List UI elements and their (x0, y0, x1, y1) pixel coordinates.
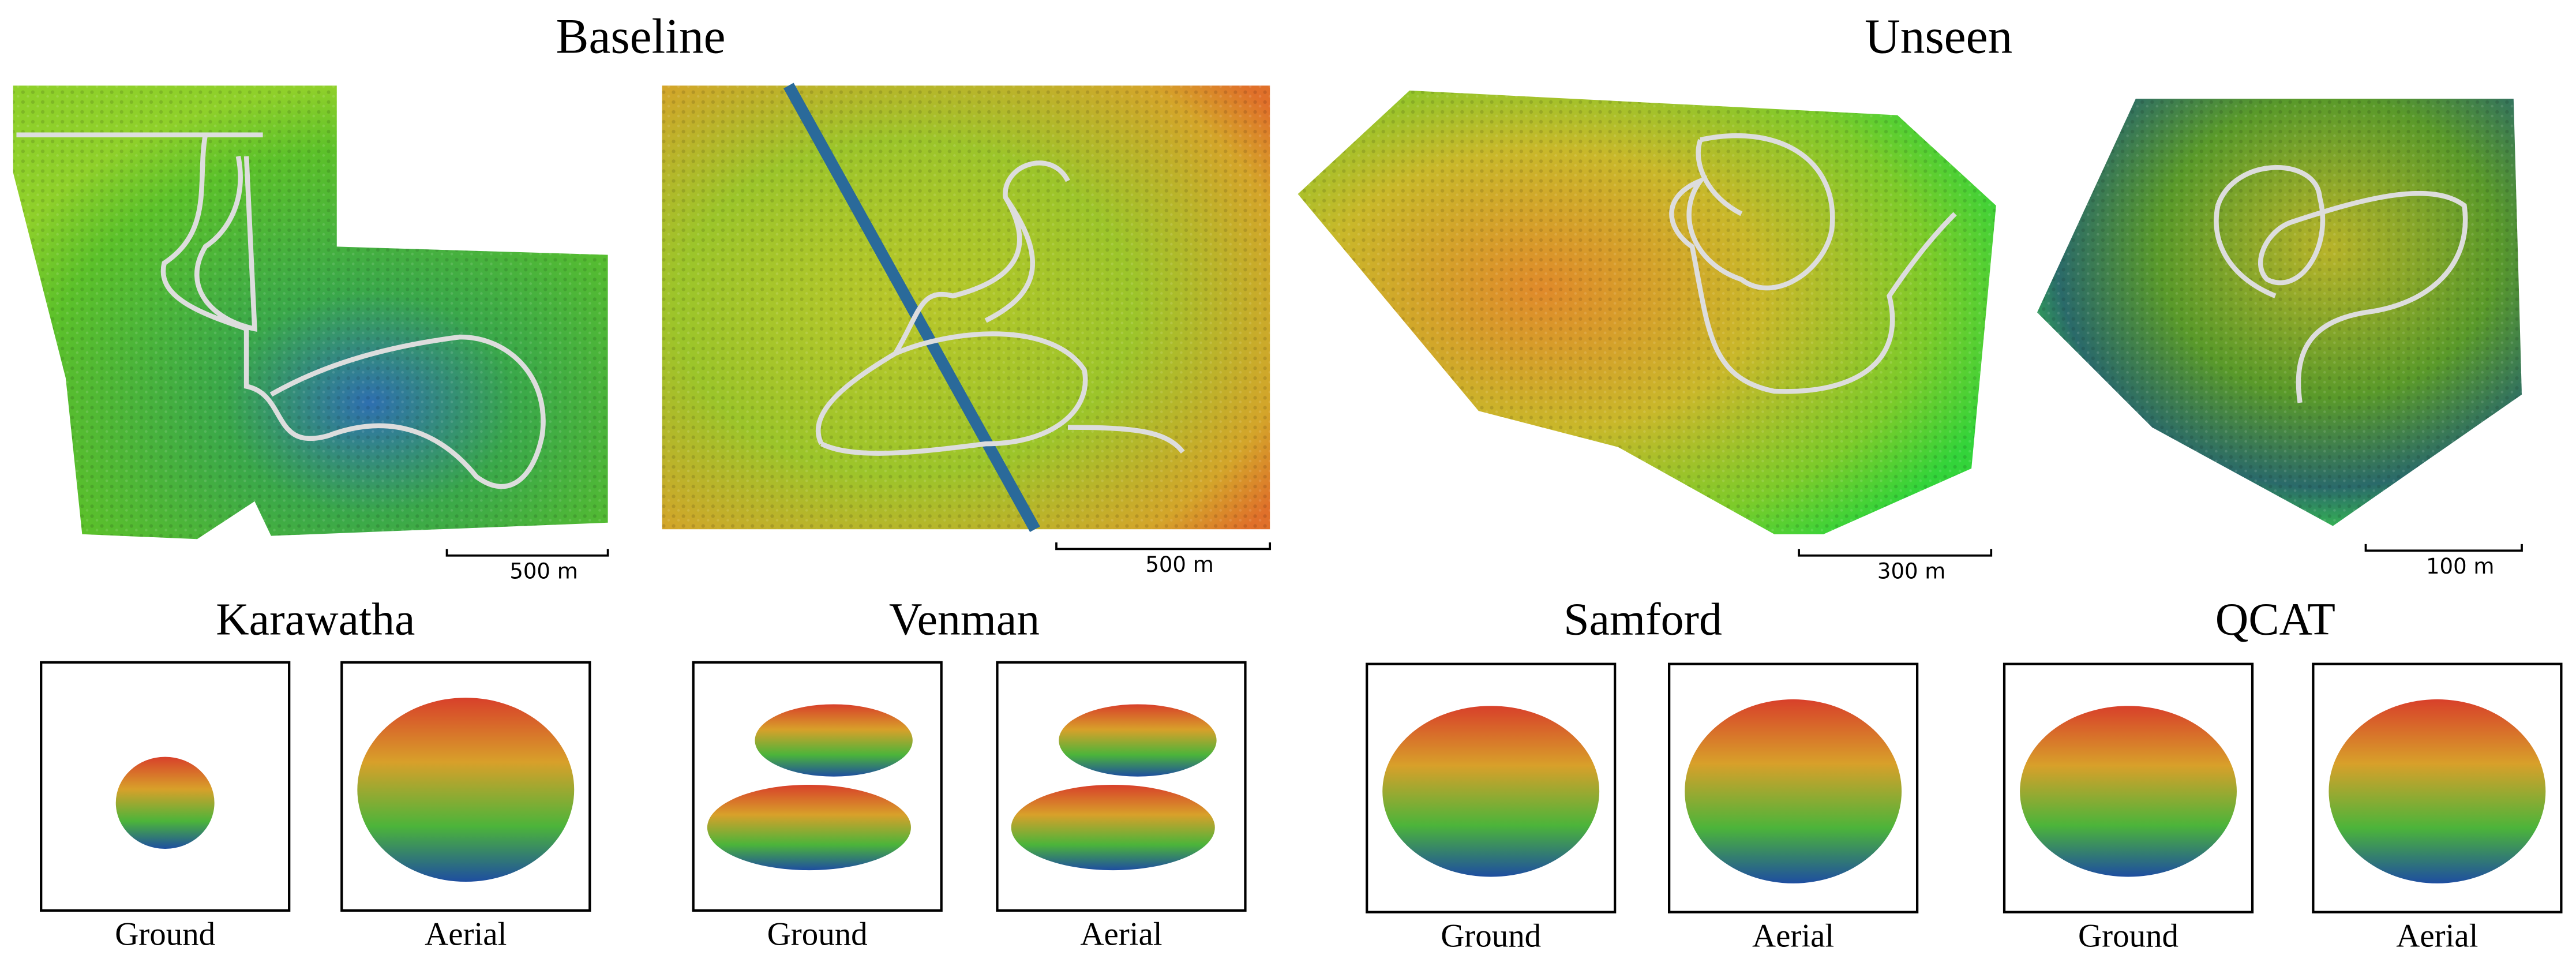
site-name: Venman (889, 594, 1040, 645)
site-name: QCAT (2215, 594, 2335, 645)
point-cloud (1011, 784, 1215, 871)
scale-bar (445, 549, 609, 557)
scale-label: 100 m (2426, 554, 2494, 579)
scale-bar (1055, 542, 1272, 550)
point-cloud (755, 704, 913, 777)
scale-label: 500 m (1145, 552, 1213, 577)
view-label: Aerial (1752, 917, 1834, 954)
view-label: Aerial (425, 916, 507, 953)
scale-bar (2364, 544, 2523, 552)
view-label: Ground (1441, 917, 1541, 954)
point-cloud (1382, 706, 1600, 877)
point-cloud (115, 756, 215, 849)
site-name: Samford (1563, 594, 1722, 645)
point-cloud (707, 784, 911, 871)
site-name: Karawatha (216, 594, 415, 645)
point-cloud (357, 698, 575, 882)
scale-label: 300 m (1877, 559, 1945, 584)
scale-label: 500 m (509, 559, 578, 584)
view-label: Aerial (2396, 917, 2478, 954)
point-cloud (2020, 706, 2237, 877)
point-cloud (1059, 704, 1217, 777)
view-label: Aerial (1080, 916, 1162, 953)
map-qcat (2037, 99, 2522, 526)
point-cloud (1685, 699, 1902, 883)
point-cloud (2328, 699, 2546, 883)
map-venman (662, 83, 1270, 533)
view-label: Ground (115, 916, 215, 953)
map-samford (1298, 90, 1996, 534)
group-title: Baseline (556, 9, 726, 63)
view-label: Ground (2078, 917, 2178, 954)
view-label: Ground (767, 916, 868, 953)
group-title: Unseen (1865, 9, 2012, 63)
map-karawatha (13, 85, 608, 540)
scale-bar (1798, 549, 1993, 557)
